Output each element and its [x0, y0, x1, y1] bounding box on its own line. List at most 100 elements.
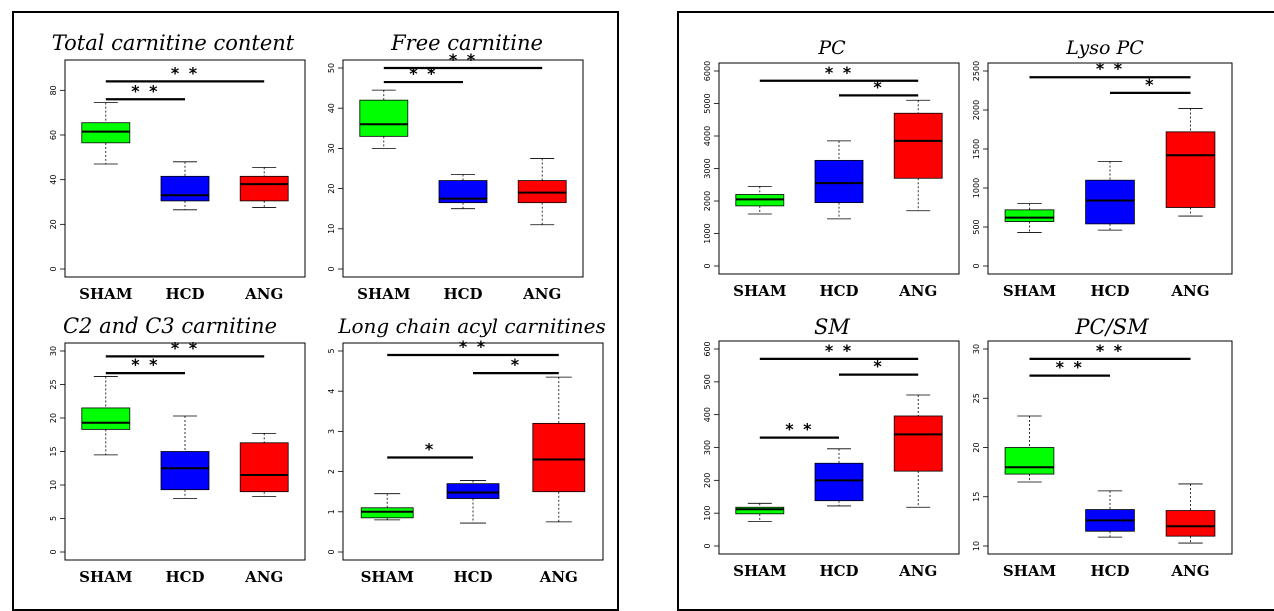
category-label: ANG	[898, 562, 937, 580]
box-ang	[893, 112, 943, 179]
box-hcd	[438, 180, 488, 204]
box-hcd	[814, 159, 864, 204]
category-label: HCD	[165, 285, 204, 303]
y-tick-label: 40	[327, 103, 336, 113]
y-tick-label: 1	[327, 509, 336, 514]
category-label: SHAM	[79, 568, 132, 586]
chart-title: Long chain acyl carnitines	[337, 314, 606, 338]
category-label: SHAM	[1003, 282, 1056, 300]
y-tick-label: 5000	[703, 93, 712, 113]
y-tick-label: 200	[703, 473, 712, 488]
y-tick-label: 10	[972, 541, 981, 551]
category-label: HCD	[1090, 282, 1129, 300]
category-label: SHAM	[1003, 562, 1056, 580]
y-tick-label: 0	[703, 263, 712, 268]
box-hcd	[160, 451, 210, 491]
y-tick-label: 1000	[703, 223, 712, 243]
y-tick-label: 25	[49, 379, 58, 389]
chart-5: PC 0 1000 2000 3000 4000 5000 6000 SHAM HCD ANG * *…	[703, 37, 960, 300]
box-hcd	[160, 175, 210, 202]
significance-label: * *	[449, 50, 477, 69]
y-tick-label: 400	[703, 407, 712, 422]
y-tick-label: 20	[49, 219, 58, 229]
category-label: ANG	[1170, 562, 1209, 580]
y-tick-label: 600	[703, 341, 712, 356]
box-hcd	[814, 462, 864, 502]
chart-7: SM 0 100 200 300 400 500 600 SHAM HCD ANG * * * * *	[703, 315, 960, 580]
significance-label: * *	[825, 341, 853, 360]
box-sham	[1004, 447, 1055, 475]
chart-title: SM	[814, 315, 850, 339]
category-label: HCD	[819, 282, 858, 300]
box-ang	[239, 442, 289, 493]
y-tick-label: 15	[49, 446, 58, 456]
box-hcd	[1085, 179, 1135, 225]
y-tick-label: 30	[327, 143, 336, 153]
chart-title: Free carnitine	[390, 31, 543, 55]
y-tick-label: 5	[49, 516, 58, 521]
y-tick-label: 2000	[703, 191, 712, 211]
significance-label: * *	[409, 64, 437, 83]
y-tick-label: 5	[327, 348, 336, 353]
y-tick-label: 0	[327, 549, 336, 554]
y-tick-label: 0	[972, 263, 981, 268]
significance-label: *	[873, 77, 883, 96]
category-label: HCD	[443, 285, 482, 303]
y-tick-label: 20	[327, 184, 336, 194]
significance-label: * *	[171, 338, 199, 357]
box-sham	[359, 99, 409, 137]
box-sham	[81, 122, 131, 144]
category-label: ANG	[539, 568, 578, 586]
category-label: HCD	[165, 568, 204, 586]
significance-label: * *	[1056, 358, 1084, 377]
plot-frame	[342, 342, 604, 561]
plot-frame	[987, 62, 1233, 275]
y-tick-label: 80	[49, 85, 58, 95]
y-tick-label: 60	[49, 130, 58, 140]
box-ang	[517, 180, 567, 204]
category-label: ANG	[244, 568, 283, 586]
category-label: SHAM	[357, 285, 410, 303]
chart-title: PC	[817, 37, 846, 59]
chart-6: Lyso PC 0 500 1000 1500 2000 2500 SHAM HCD ANG * *…	[972, 37, 1233, 300]
significance-label: * *	[1096, 341, 1124, 360]
y-tick-label: 15	[972, 492, 981, 502]
chart-2: Free carnitine 0 10 20 30 40 50 SHAM HCD ANG * * * …	[327, 31, 584, 303]
significance-label: * *	[131, 355, 159, 374]
chart-title: Lyso PC	[1065, 37, 1144, 59]
y-tick-label: 20	[49, 413, 58, 423]
y-tick-label: 20	[972, 442, 981, 452]
y-tick-label: 100	[703, 506, 712, 521]
significance-label: * *	[459, 337, 487, 356]
y-tick-label: 3000	[703, 158, 712, 178]
category-label: ANG	[244, 285, 283, 303]
y-tick-label: 2	[327, 469, 336, 474]
y-tick-label: 1000	[972, 178, 981, 198]
y-tick-label: 6000	[703, 61, 712, 81]
category-label: ANG	[898, 282, 937, 300]
y-tick-label: 40	[49, 175, 58, 185]
y-tick-label: 0	[49, 266, 58, 271]
y-tick-label: 1500	[972, 139, 981, 159]
plot-frame	[342, 59, 584, 278]
box-ang	[1165, 131, 1216, 208]
box-hcd	[446, 483, 500, 499]
y-tick-label: 0	[49, 549, 58, 554]
significance-label: * *	[131, 81, 159, 100]
significance-label: *	[873, 357, 883, 376]
category-label: SHAM	[361, 568, 414, 586]
chart-4: Long chain acyl carnitines 0 1 2 3 4 5 SHAM HCD A…	[327, 314, 606, 586]
left-panel	[12, 11, 619, 611]
chart-1: Total carnitine content 0 20 40 60 80 SHAM HCD A…	[49, 31, 306, 303]
chart-title: PC/SM	[1074, 315, 1149, 339]
y-tick-label: 30	[972, 344, 981, 354]
chart-title: Total carnitine content	[52, 31, 295, 55]
box-sham	[81, 407, 131, 430]
significance-label: * *	[825, 63, 853, 82]
category-label: HCD	[819, 562, 858, 580]
box-sham	[1004, 209, 1055, 222]
y-tick-label: 50	[327, 63, 336, 73]
significance-label: *	[425, 440, 435, 459]
chart-3: C2 and C3 carnitine 0 5 10 15 20 25 30 SHAM HCD AN…	[49, 314, 306, 586]
